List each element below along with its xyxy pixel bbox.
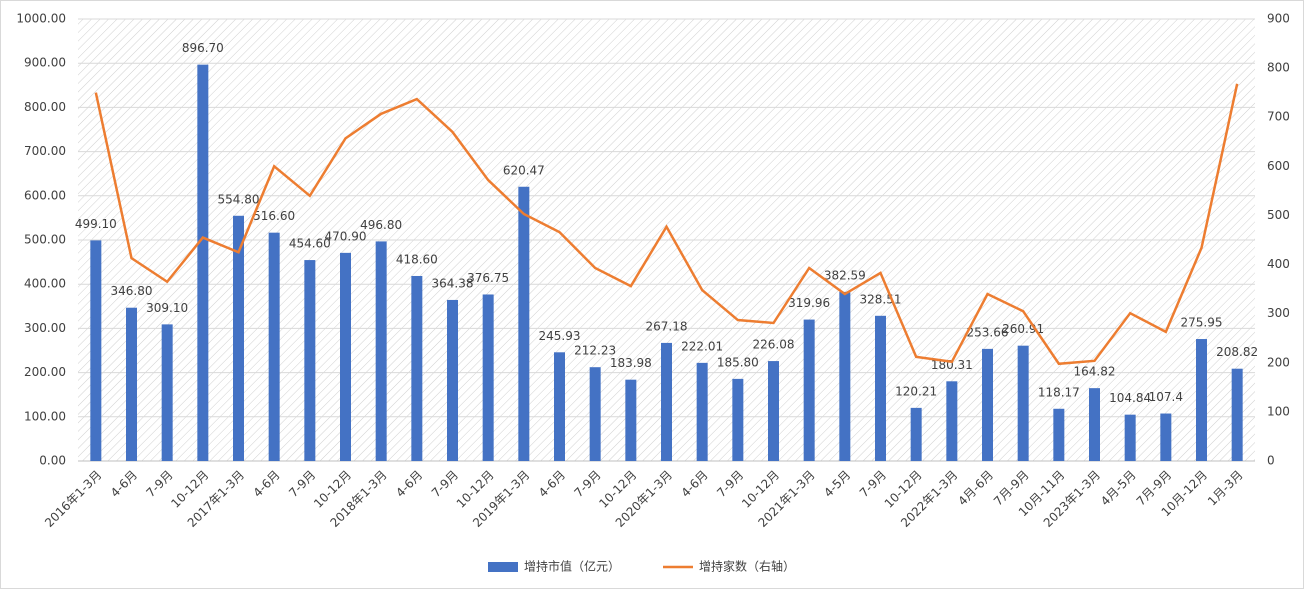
y2-tick-label: 400 xyxy=(1267,257,1290,271)
bar xyxy=(1196,339,1207,461)
bar xyxy=(375,241,387,461)
data-label: 620.47 xyxy=(503,163,545,177)
bar xyxy=(768,361,779,461)
bar xyxy=(482,294,494,461)
bar xyxy=(696,362,708,461)
bar xyxy=(732,378,744,461)
y2-tick-label: 300 xyxy=(1267,306,1290,320)
y2-tick-label: 200 xyxy=(1267,355,1290,369)
y2-tick-label: 100 xyxy=(1267,404,1290,418)
data-label: 275.95 xyxy=(1181,316,1223,330)
bar xyxy=(1160,413,1172,461)
bar xyxy=(803,319,815,461)
data-label: 364.38 xyxy=(432,276,474,290)
y2-tick-label: 0 xyxy=(1267,454,1275,468)
y-tick-label: 100.00 xyxy=(24,409,66,423)
data-label: 328.51 xyxy=(860,292,902,306)
data-label: 516.60 xyxy=(253,209,295,223)
data-label: 496.80 xyxy=(360,218,402,232)
data-label: 554.80 xyxy=(218,192,260,206)
data-label: 896.70 xyxy=(182,41,224,55)
bar xyxy=(304,260,316,461)
y-tick-label: 0.00 xyxy=(39,454,66,468)
y2-tick-label: 800 xyxy=(1267,61,1290,75)
data-label: 309.10 xyxy=(146,301,188,315)
y-tick-label: 800.00 xyxy=(24,100,66,114)
bar xyxy=(233,215,244,461)
bar xyxy=(946,381,958,461)
data-label: 212.23 xyxy=(574,344,616,358)
bar xyxy=(554,352,565,461)
y-tick-label: 500.00 xyxy=(24,233,66,247)
data-label: 253.66 xyxy=(967,325,1009,339)
bar xyxy=(90,240,102,461)
data-label: 499.10 xyxy=(75,217,117,231)
bar xyxy=(589,367,601,461)
bar xyxy=(161,324,173,461)
data-label: 208.82 xyxy=(1216,345,1258,359)
data-label: 418.60 xyxy=(396,252,438,266)
data-label: 222.01 xyxy=(681,339,723,353)
line xyxy=(94,83,1239,366)
bar xyxy=(197,64,209,461)
y-tick-label: 300.00 xyxy=(24,321,66,335)
bar xyxy=(1124,414,1136,461)
bar xyxy=(910,407,922,461)
bar xyxy=(1231,368,1243,461)
data-label: 376.75 xyxy=(467,271,509,285)
data-label: 346.80 xyxy=(111,284,153,298)
y-tick-label: 900.00 xyxy=(24,56,66,70)
y2-tick-label: 900 xyxy=(1267,12,1290,26)
bar xyxy=(411,275,423,461)
y2-tick-label: 600 xyxy=(1267,159,1290,173)
bar xyxy=(268,232,280,461)
bar xyxy=(982,348,993,461)
legend-label: 增持家数（右轴） xyxy=(699,559,795,574)
legend-label: 增持市值（亿元） xyxy=(524,559,620,574)
y2-tick-label: 700 xyxy=(1267,110,1290,124)
data-label: 120.21 xyxy=(895,384,937,398)
legend-swatch xyxy=(488,562,518,572)
data-label: 382.59 xyxy=(824,268,866,282)
bar xyxy=(518,186,530,461)
bar xyxy=(875,315,886,461)
data-label: 104.84 xyxy=(1109,391,1151,405)
y-tick-label: 600.00 xyxy=(24,188,66,202)
bar xyxy=(1017,345,1029,461)
data-label: 454.60 xyxy=(289,237,331,251)
bar xyxy=(1053,408,1065,461)
data-label: 226.08 xyxy=(753,338,795,352)
bar xyxy=(1089,388,1100,461)
data-label: 267.18 xyxy=(646,319,688,333)
data-label: 118.17 xyxy=(1038,385,1080,399)
bar xyxy=(340,252,351,461)
bar xyxy=(625,379,637,461)
y-tick-label: 700.00 xyxy=(24,144,66,158)
data-label: 183.98 xyxy=(610,356,652,370)
y-tick-label: 400.00 xyxy=(24,277,66,291)
y-tick-label: 200.00 xyxy=(24,365,66,379)
data-label: 470.90 xyxy=(325,229,367,243)
bar xyxy=(839,291,851,461)
bar xyxy=(661,342,672,461)
bar xyxy=(447,299,458,461)
y2-tick-label: 500 xyxy=(1267,208,1290,222)
data-label: 185.80 xyxy=(717,355,759,369)
bar xyxy=(126,307,137,461)
data-label: 107.4 xyxy=(1149,390,1183,404)
data-label: 164.82 xyxy=(1074,365,1116,379)
y-tick-label: 1000.00 xyxy=(16,12,66,26)
data-label: 245.93 xyxy=(539,329,581,343)
data-label: 319.96 xyxy=(788,296,830,310)
